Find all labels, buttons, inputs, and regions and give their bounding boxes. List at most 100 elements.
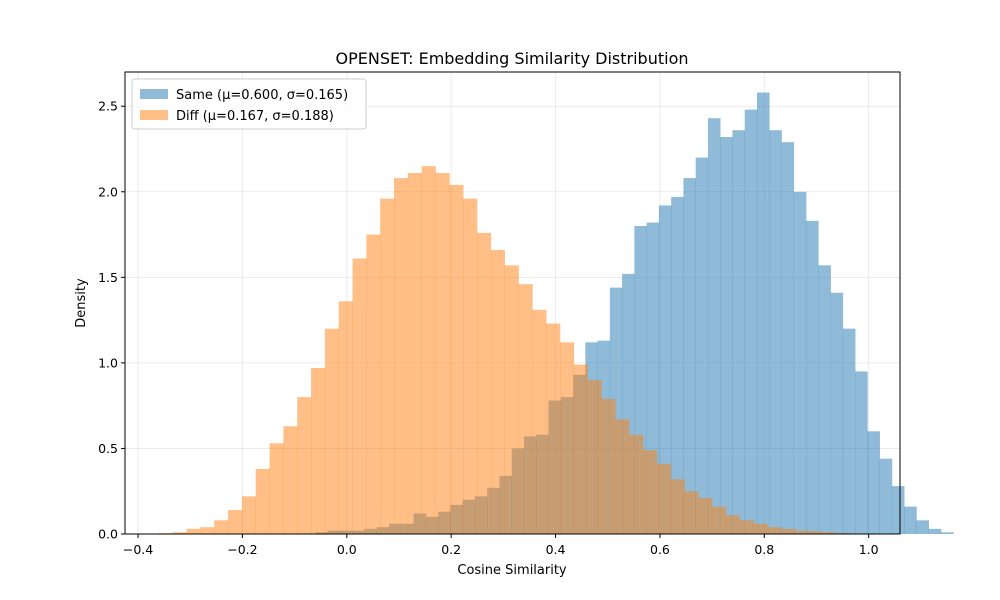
- bar-series-1-47: [808, 531, 824, 534]
- bar-series-0-40: [806, 220, 819, 534]
- x-tick-label-1: −0.2: [227, 542, 257, 557]
- legend-swatch-1: [140, 110, 168, 120]
- bar-series-1-14: [352, 258, 367, 534]
- x-tick-label-3: 0.2: [441, 542, 461, 557]
- bar-series-1-17: [394, 178, 409, 535]
- bar-series-1-42: [739, 520, 754, 534]
- bar-series-0-38: [781, 142, 795, 534]
- legend-label-0: Same (μ=0.600, σ=0.165): [176, 88, 348, 103]
- series-1-bars: [158, 166, 851, 535]
- y-axis-ticks: 0.0 0.5 1.0 1.5 2.0 2.5: [98, 99, 125, 542]
- y-tick-label-5: 2.5: [98, 99, 118, 114]
- bar-series-1-46: [795, 530, 810, 534]
- x-tick-label-7: 1.0: [859, 542, 879, 557]
- bar-series-1-37: [670, 479, 685, 534]
- bar-series-1-45: [781, 528, 796, 534]
- bar-series-1-11: [311, 368, 326, 534]
- bar-series-0-47: [891, 486, 905, 534]
- bar-series-1-13: [338, 301, 353, 534]
- bar-series-1-30: [573, 364, 588, 534]
- bar-series-1-34: [629, 434, 644, 534]
- bar-series-0-51: [940, 532, 954, 534]
- bar-series-0-33: [720, 137, 733, 534]
- bar-series-1-28: [546, 323, 561, 534]
- bar-series-1-41: [725, 515, 741, 534]
- bar-series-1-9: [283, 426, 298, 534]
- bar-series-1-25: [504, 265, 519, 534]
- bar-series-1-6: [241, 496, 257, 534]
- bar-series-0-32: [707, 118, 721, 534]
- bar-series-1-33: [615, 419, 630, 534]
- bar-series-0-31: [695, 157, 709, 535]
- bar-series-1-27: [532, 309, 547, 534]
- bar-series-1-36: [656, 463, 671, 534]
- bar-series-1-15: [366, 234, 381, 535]
- bar-series-1-43: [753, 523, 768, 534]
- bar-series-1-2: [186, 528, 201, 534]
- bar-series-1-8: [269, 443, 284, 534]
- x-tick-label-4: 0.4: [546, 542, 566, 557]
- y-axis-label: Density: [74, 278, 89, 328]
- bar-series-0-43: [842, 328, 856, 534]
- bar-series-1-38: [684, 491, 699, 534]
- bar-series-1-32: [601, 398, 616, 534]
- chart-title: OPENSET: Embedding Similarity Distributi…: [336, 49, 689, 68]
- x-axis-label: Cosine Similarity: [457, 563, 567, 578]
- x-axis-ticks: −0.4 −0.2 0.0 0.2 0.4 0.6 0.8 1.0: [123, 534, 879, 557]
- y-tick-label-3: 1.5: [98, 270, 118, 285]
- plot-frame: [124, 71, 901, 535]
- bar-series-1-16: [380, 198, 395, 534]
- bar-series-1-23: [477, 232, 492, 534]
- legend-swatch-0: [140, 89, 168, 99]
- legend-box: [131, 78, 367, 130]
- bar-series-0-36: [757, 92, 770, 535]
- bar-series-1-4: [214, 520, 229, 534]
- x-tick-label-5: 0.6: [650, 542, 670, 557]
- bar-series-0-34: [732, 130, 746, 534]
- bar-series-1-40: [712, 506, 727, 534]
- bar-series-0-29: [671, 196, 684, 534]
- bar-series-1-5: [228, 510, 243, 534]
- y-tick-label-2: 1.0: [98, 355, 118, 370]
- bar-series-1-39: [698, 498, 713, 534]
- bar-series-1-12: [324, 328, 340, 534]
- bar-series-1-24: [490, 249, 505, 534]
- bar-series-1-35: [642, 450, 658, 534]
- bar-series-1-10: [297, 397, 312, 534]
- bar-series-1-26: [518, 284, 533, 534]
- bar-series-0-46: [879, 458, 893, 534]
- bar-series-0-50: [928, 528, 942, 534]
- bar-series-1-1: [172, 532, 187, 534]
- bar-series-0-45: [867, 431, 880, 534]
- y-tick-label-0: 0.0: [98, 527, 118, 542]
- bar-series-0-44: [855, 371, 868, 534]
- legend: Same (μ=0.600, σ=0.165) Diff (μ=0.167, σ=…: [131, 78, 367, 130]
- bar-series-1-20: [435, 172, 450, 534]
- bar-series-0-41: [818, 265, 831, 534]
- y-tick-label-1: 0.5: [98, 441, 118, 456]
- x-tick-label-2: 0.0: [337, 542, 357, 557]
- bar-series-1-3: [200, 527, 215, 534]
- bar-series-0-30: [683, 178, 696, 535]
- bar-series-0-49: [916, 520, 930, 534]
- bar-series-0-35: [744, 109, 758, 535]
- bar-series-0-42: [830, 292, 844, 534]
- bar-series-1-31: [587, 380, 602, 534]
- bar-series-1-29: [559, 342, 575, 534]
- x-tick-label-6: 0.8: [754, 542, 774, 557]
- bar-series-1-19: [421, 166, 436, 534]
- y-tick-label-4: 2.0: [98, 184, 118, 199]
- legend-label-1: Diff (μ=0.167, σ=0.188): [176, 109, 334, 124]
- histogram-bars: [158, 92, 954, 535]
- bar-series-1-7: [255, 468, 270, 534]
- bar-series-0-28: [658, 205, 672, 534]
- bar-series-0-39: [793, 191, 807, 534]
- bar-series-1-48: [822, 532, 837, 534]
- bar-series-1-44: [767, 527, 782, 534]
- x-tick-label-0: −0.4: [123, 542, 153, 557]
- bar-series-0-48: [904, 506, 917, 534]
- bar-series-1-18: [407, 172, 422, 534]
- bar-series-0-37: [769, 130, 782, 534]
- bar-series-1-21: [449, 184, 464, 534]
